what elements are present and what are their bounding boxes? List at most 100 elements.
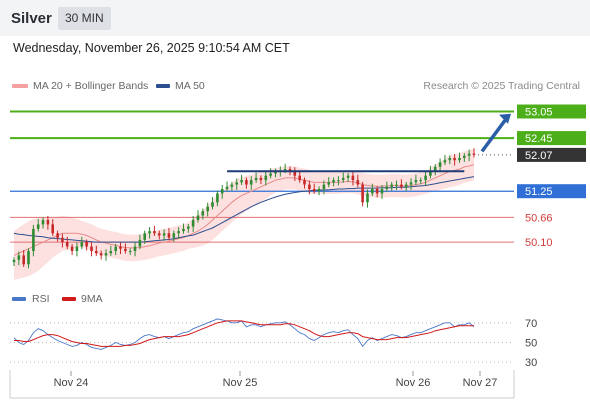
candle-body: [32, 228, 35, 251]
candle-body: [182, 228, 185, 232]
bollinger-legend-label: MA 20 + Bollinger Bands: [33, 80, 149, 92]
candle-body: [312, 189, 316, 192]
candle-body: [424, 175, 427, 181]
rsi-tick-label: 70: [525, 318, 537, 330]
candle-body: [138, 239, 142, 247]
price-label-box: [517, 184, 586, 199]
candle-body: [259, 177, 263, 181]
candle-body: [245, 180, 248, 185]
ma50-line: [13, 176, 475, 243]
candle-body: [472, 153, 476, 155]
candle-body: [346, 175, 350, 178]
candle-body: [12, 259, 16, 263]
candle-body: [356, 180, 360, 185]
candle-body: [65, 242, 69, 247]
candle-body: [143, 233, 146, 240]
price-label: 52.07: [525, 150, 553, 162]
candle-body: [419, 180, 422, 182]
price-label-box: [517, 147, 586, 162]
candle-body: [361, 184, 364, 203]
candle-body: [90, 246, 93, 251]
rsi-tick-label: 50: [525, 338, 537, 350]
candle-body: [317, 189, 321, 192]
candle-body: [327, 182, 330, 185]
candle-body: [167, 233, 171, 238]
bollinger-legend-swatch: [12, 84, 28, 88]
candle-body: [114, 246, 117, 251]
candle-body: [148, 231, 151, 234]
candle-body: [75, 246, 79, 251]
candle-body: [177, 231, 180, 234]
candle-body: [36, 224, 40, 229]
time-axis: Nov 24 Nov 25 Nov 26 Nov 27: [9, 370, 515, 399]
candle-body: [162, 233, 166, 236]
candle-body: [448, 158, 452, 161]
time-tick-label: Nov 24: [54, 377, 89, 389]
candle-body: [467, 153, 471, 156]
candle-body: [56, 233, 59, 238]
ma9-legend-label: 9MA: [81, 293, 103, 305]
timeframe-button[interactable]: 30 MIN: [58, 7, 111, 30]
candle-body: [240, 180, 243, 183]
candle-body: [225, 186, 229, 189]
price-label-box: [517, 104, 586, 119]
candle-body: [133, 246, 137, 251]
candle-body: [298, 175, 301, 181]
candle-body: [395, 184, 398, 186]
candle-body: [366, 193, 369, 203]
price-label: 53.05: [525, 107, 553, 119]
price-label: 50.66: [525, 212, 553, 224]
price-label: 51.25: [525, 186, 553, 198]
candle-body: [220, 189, 224, 194]
candle-body: [400, 184, 403, 187]
candle-body: [371, 189, 374, 194]
candle-body: [196, 215, 200, 220]
candle-body: [153, 231, 156, 234]
candle-body: [351, 175, 355, 181]
ma50-legend-label: MA 50: [175, 80, 205, 92]
ma50-legend-swatch: [156, 84, 170, 88]
candle-body: [332, 180, 335, 183]
candle-body: [385, 186, 389, 189]
candle-body: [249, 180, 253, 185]
candle-body: [46, 220, 50, 225]
time-tick-label: Nov 26: [396, 377, 431, 389]
time-tick-label: Nov 25: [223, 377, 258, 389]
candle-body: [191, 220, 195, 227]
candle-body: [341, 177, 345, 181]
rsi-chart: 70 50 30: [10, 318, 537, 369]
rsi-legend-swatch: [12, 297, 26, 301]
price-label: 52.45: [525, 133, 553, 145]
candle-body: [404, 184, 408, 187]
candle-body: [337, 180, 340, 182]
candle-body: [453, 158, 456, 161]
candle-body: [80, 242, 84, 247]
candle-body: [22, 255, 25, 265]
instrument-title: Silver: [11, 10, 52, 27]
rsi-tick-label: 30: [525, 357, 537, 369]
candle-body: [109, 251, 113, 254]
candle-body: [458, 158, 461, 161]
candle-body: [211, 202, 214, 207]
candle-body: [230, 184, 234, 187]
candle-body: [288, 169, 292, 172]
candle-body: [264, 175, 268, 181]
candle-body: [443, 160, 447, 163]
candle-body: [409, 182, 413, 185]
rsi-line: [13, 318, 475, 350]
candle-body: [119, 246, 122, 249]
candle-body: [308, 184, 311, 189]
candle-body: [438, 162, 442, 167]
candle-body: [216, 193, 219, 203]
candle-body: [283, 169, 287, 171]
candle-body: [51, 224, 54, 234]
candle-body: [414, 180, 418, 183]
candle-body: [99, 253, 103, 256]
candle-body: [61, 237, 64, 243]
candle-body: [429, 171, 432, 176]
candle-body: [85, 242, 88, 247]
price-label: 50.10: [525, 237, 553, 249]
ma9-legend-swatch: [62, 297, 76, 301]
candle-body: [375, 189, 379, 194]
